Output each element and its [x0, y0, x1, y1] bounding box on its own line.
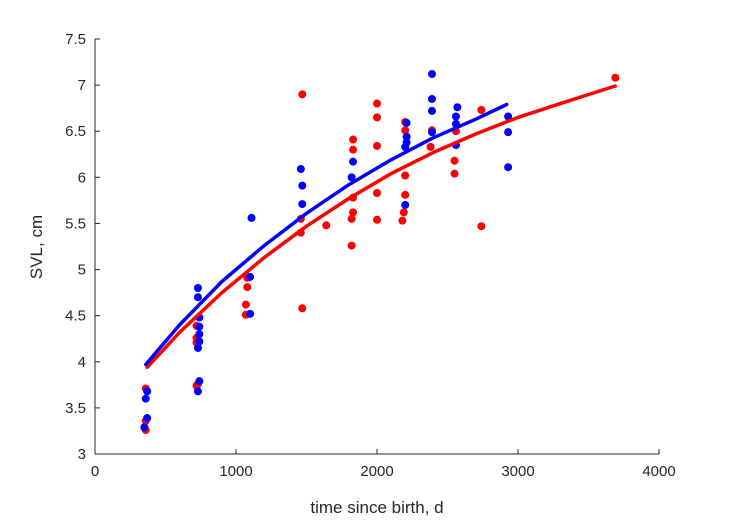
- data-point: [401, 126, 410, 135]
- data-point: [504, 163, 513, 172]
- data-point: [450, 169, 459, 178]
- data-point: [143, 387, 152, 396]
- y-tick-label: 7.5: [65, 31, 86, 48]
- data-point: [373, 99, 381, 108]
- data-point: [373, 113, 381, 122]
- x-tick-label: 0: [91, 463, 99, 480]
- data-point: [347, 241, 356, 250]
- data-point: [450, 156, 459, 165]
- data-point: [298, 200, 307, 209]
- data-point: [402, 138, 411, 147]
- data-point: [195, 322, 204, 331]
- x-tick-label: 1000: [219, 463, 252, 480]
- data-point: [427, 70, 436, 79]
- data-point: [398, 216, 407, 225]
- data-point: [426, 142, 435, 151]
- x-tick-label: 2000: [360, 463, 393, 480]
- data-point: [373, 141, 381, 150]
- data-point: [427, 128, 436, 137]
- data-point: [193, 387, 202, 396]
- data-point: [195, 330, 204, 339]
- data-point: [193, 343, 202, 352]
- x-ticks: 0 1000 2000 3000 4000: [91, 449, 676, 480]
- data-point: [373, 189, 381, 198]
- y-ticks: 3 3.5 4 4.5 5 5.5 6 6.5 7 7.5: [65, 31, 100, 463]
- y-tick-label: 6.5: [65, 123, 86, 140]
- data-point: [477, 106, 486, 115]
- plot-area: [140, 70, 620, 435]
- data-point: [298, 181, 307, 190]
- data-point: [322, 221, 331, 230]
- fit-line-series-2: [144, 102, 509, 367]
- data-point: [195, 337, 204, 346]
- x-tick-label: 4000: [642, 463, 675, 480]
- y-tick-label: 5: [78, 262, 86, 279]
- data-point: [427, 106, 436, 115]
- data-point: [349, 135, 358, 144]
- data-point: [296, 165, 305, 174]
- data-point: [347, 173, 356, 182]
- data-point: [243, 283, 252, 292]
- data-point: [246, 309, 255, 318]
- y-tick-label: 6: [78, 169, 86, 186]
- data-point: [298, 304, 307, 313]
- data-point: [401, 171, 410, 180]
- data-point: [402, 132, 411, 141]
- data-point: [143, 414, 152, 423]
- y-axis-label: SVL, cm: [27, 215, 46, 279]
- data-point: [193, 293, 202, 302]
- y-tick-label: 3: [78, 446, 86, 463]
- data-point: [451, 112, 460, 121]
- data-point: [453, 103, 462, 112]
- data-point: [347, 214, 356, 223]
- data-point: [298, 90, 307, 99]
- data-point: [195, 377, 204, 386]
- data-point: [141, 394, 150, 403]
- data-point: [241, 300, 250, 309]
- data-point: [611, 73, 620, 82]
- x-tick-label: 3000: [501, 463, 534, 480]
- y-tick-label: 5.5: [65, 215, 86, 232]
- data-point: [247, 213, 256, 222]
- x-axis-label: time since birth, d: [310, 498, 443, 517]
- data-point: [349, 208, 358, 217]
- data-point: [504, 112, 513, 121]
- data-point: [399, 208, 408, 217]
- data-point: [504, 128, 513, 137]
- y-tick-label: 7: [78, 77, 86, 94]
- data-point: [401, 190, 410, 199]
- data-point: [477, 222, 486, 231]
- axes: 0 1000 2000 3000 4000 3 3.5 4 4.5 5 5.5 6 6.5 7 7.5: [65, 31, 676, 480]
- data-point: [193, 284, 202, 292]
- data-point: [140, 423, 149, 432]
- data-point: [427, 94, 436, 103]
- data-point: [349, 157, 358, 166]
- data-point: [246, 272, 255, 281]
- y-tick-label: 4: [78, 354, 86, 371]
- y-tick-label: 3.5: [65, 400, 86, 417]
- data-point: [401, 201, 410, 209]
- y-tick-label: 4.5: [65, 308, 86, 325]
- data-point: [373, 215, 381, 224]
- fit-line-series-1: [145, 84, 618, 370]
- data-point: [402, 118, 411, 127]
- data-point: [349, 145, 358, 154]
